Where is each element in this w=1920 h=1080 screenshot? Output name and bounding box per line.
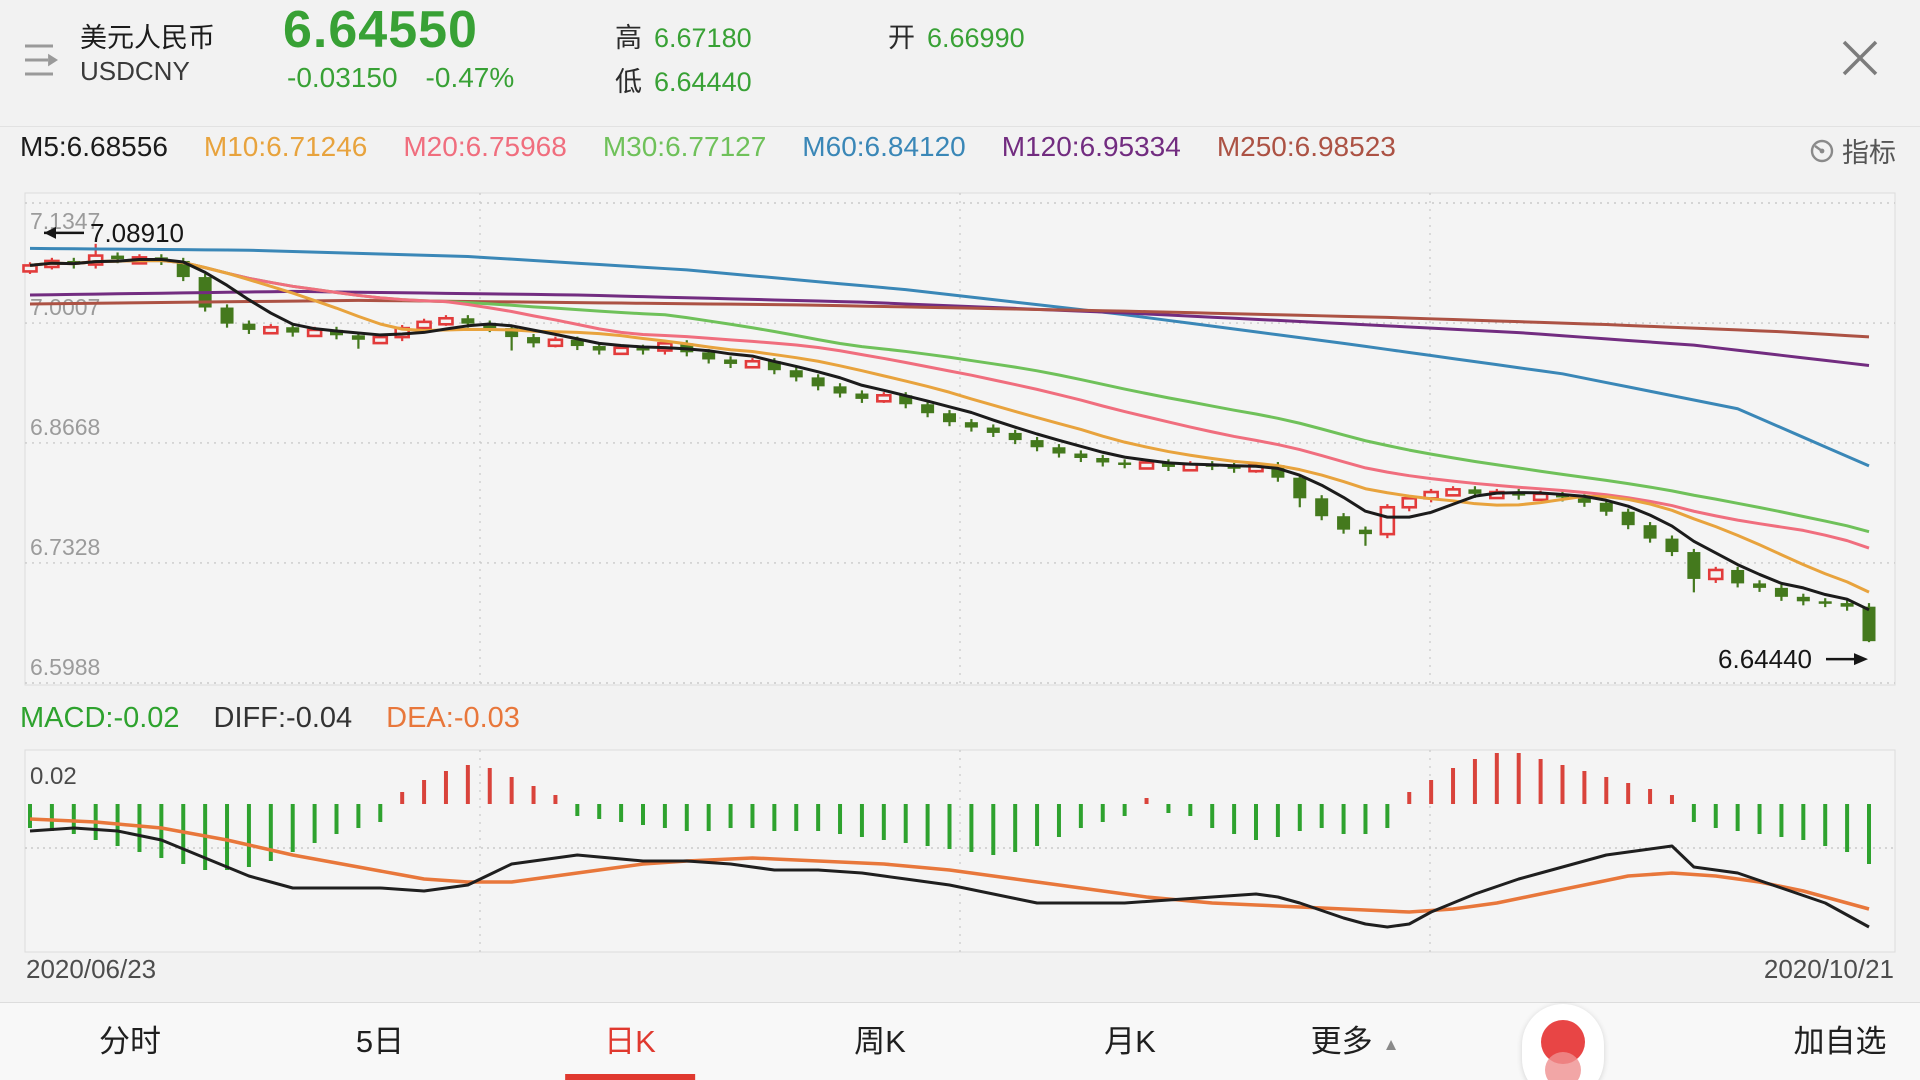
- low-label: 低: [615, 67, 642, 97]
- ma-legend-item-m120: M120:6.95334: [1001, 131, 1181, 162]
- ma-legend-item-m60: M60:6.84120: [802, 131, 966, 162]
- svg-text:7.0007: 7.0007: [30, 294, 100, 320]
- low-value: 6.64440: [654, 67, 752, 97]
- macd-legend: MACD:-0.02 DIFF:-0.04 DEA:-0.03: [20, 702, 520, 735]
- tab-日K[interactable]: 日K: [565, 1003, 695, 1080]
- caret-up-icon: ▲: [1382, 1035, 1400, 1054]
- svg-text:7.1347: 7.1347: [30, 208, 100, 234]
- gauge-icon: [1810, 139, 1834, 162]
- tab-周K[interactable]: 周K: [854, 1024, 906, 1059]
- record-dot-glow: [1545, 1052, 1581, 1080]
- last-price: 6.64550: [283, 1, 478, 59]
- macd-legend-item-diff: DIFF:-0.04: [213, 702, 353, 734]
- menu-arrow-icon[interactable]: [22, 38, 62, 86]
- tab-5日[interactable]: 5日: [355, 1024, 405, 1059]
- ma-legend: M5:6.68556 M10:6.71246 M20:6.75968 M30:6.77…: [20, 131, 1396, 163]
- instrument-code: USDCNY: [80, 56, 190, 86]
- date-range-start: 2020/06/23: [26, 954, 157, 984]
- high-pair: 高 6.67180: [615, 16, 752, 55]
- svg-text:6.5988: 6.5988: [30, 654, 100, 680]
- macd-legend-item-dea: DEA:-0.03: [386, 702, 520, 734]
- svg-text:0.02: 0.02: [30, 763, 77, 790]
- instrument-name: 美元人民币: [80, 23, 215, 53]
- ma-legend-item-m5: M5:6.68556: [20, 131, 168, 162]
- ma-legend-item-m250: M250:6.98523: [1216, 131, 1396, 162]
- ma-legend-item-m10: M10:6.71246: [203, 131, 368, 162]
- price-change: -0.03150: [287, 62, 398, 93]
- tab-分时[interactable]: 分时: [99, 1024, 161, 1059]
- svg-text:7.08910: 7.08910: [90, 218, 184, 248]
- svg-text:6.7328: 6.7328: [30, 534, 100, 560]
- close-icon[interactable]: [1832, 30, 1888, 86]
- tab-更多[interactable]: 更多 ▲: [1310, 1024, 1400, 1059]
- macd-legend-item-macd: MACD:-0.02: [20, 702, 180, 734]
- svg-text:6.64440: 6.64440: [1718, 644, 1812, 674]
- date-range-end: 2020/10/21: [1763, 954, 1894, 984]
- record-button[interactable]: [1522, 1004, 1604, 1080]
- open-pair: 开 6.66990: [888, 16, 1025, 55]
- ma-legend-item-m20: M20:6.75968: [403, 131, 567, 162]
- ma-legend-item-m30: M30:6.77127: [602, 131, 767, 162]
- header-divider: [0, 126, 1920, 127]
- low-pair: 低 6.64440: [615, 60, 752, 99]
- price-change-row: -0.03150 -0.47%: [287, 62, 514, 94]
- high-value: 6.67180: [654, 23, 752, 53]
- high-label: 高: [615, 23, 642, 53]
- add-watchlist-button[interactable]: 加自选: [1793, 1024, 1887, 1059]
- open-value: 6.66990: [927, 23, 1025, 53]
- svg-text:6.8668: 6.8668: [30, 414, 100, 440]
- indicator-button-label: 指标: [1842, 138, 1896, 168]
- price-change-percent: -0.47%: [425, 62, 515, 93]
- indicator-button[interactable]: 指标: [1808, 131, 1896, 170]
- tab-月K[interactable]: 月K: [1104, 1024, 1156, 1059]
- active-tab-underline: [565, 1074, 695, 1080]
- open-label: 开: [888, 23, 915, 53]
- tab-bar: 分时 5日 日K 周K 月K 更多 ▲ 加自选: [0, 1002, 1920, 1080]
